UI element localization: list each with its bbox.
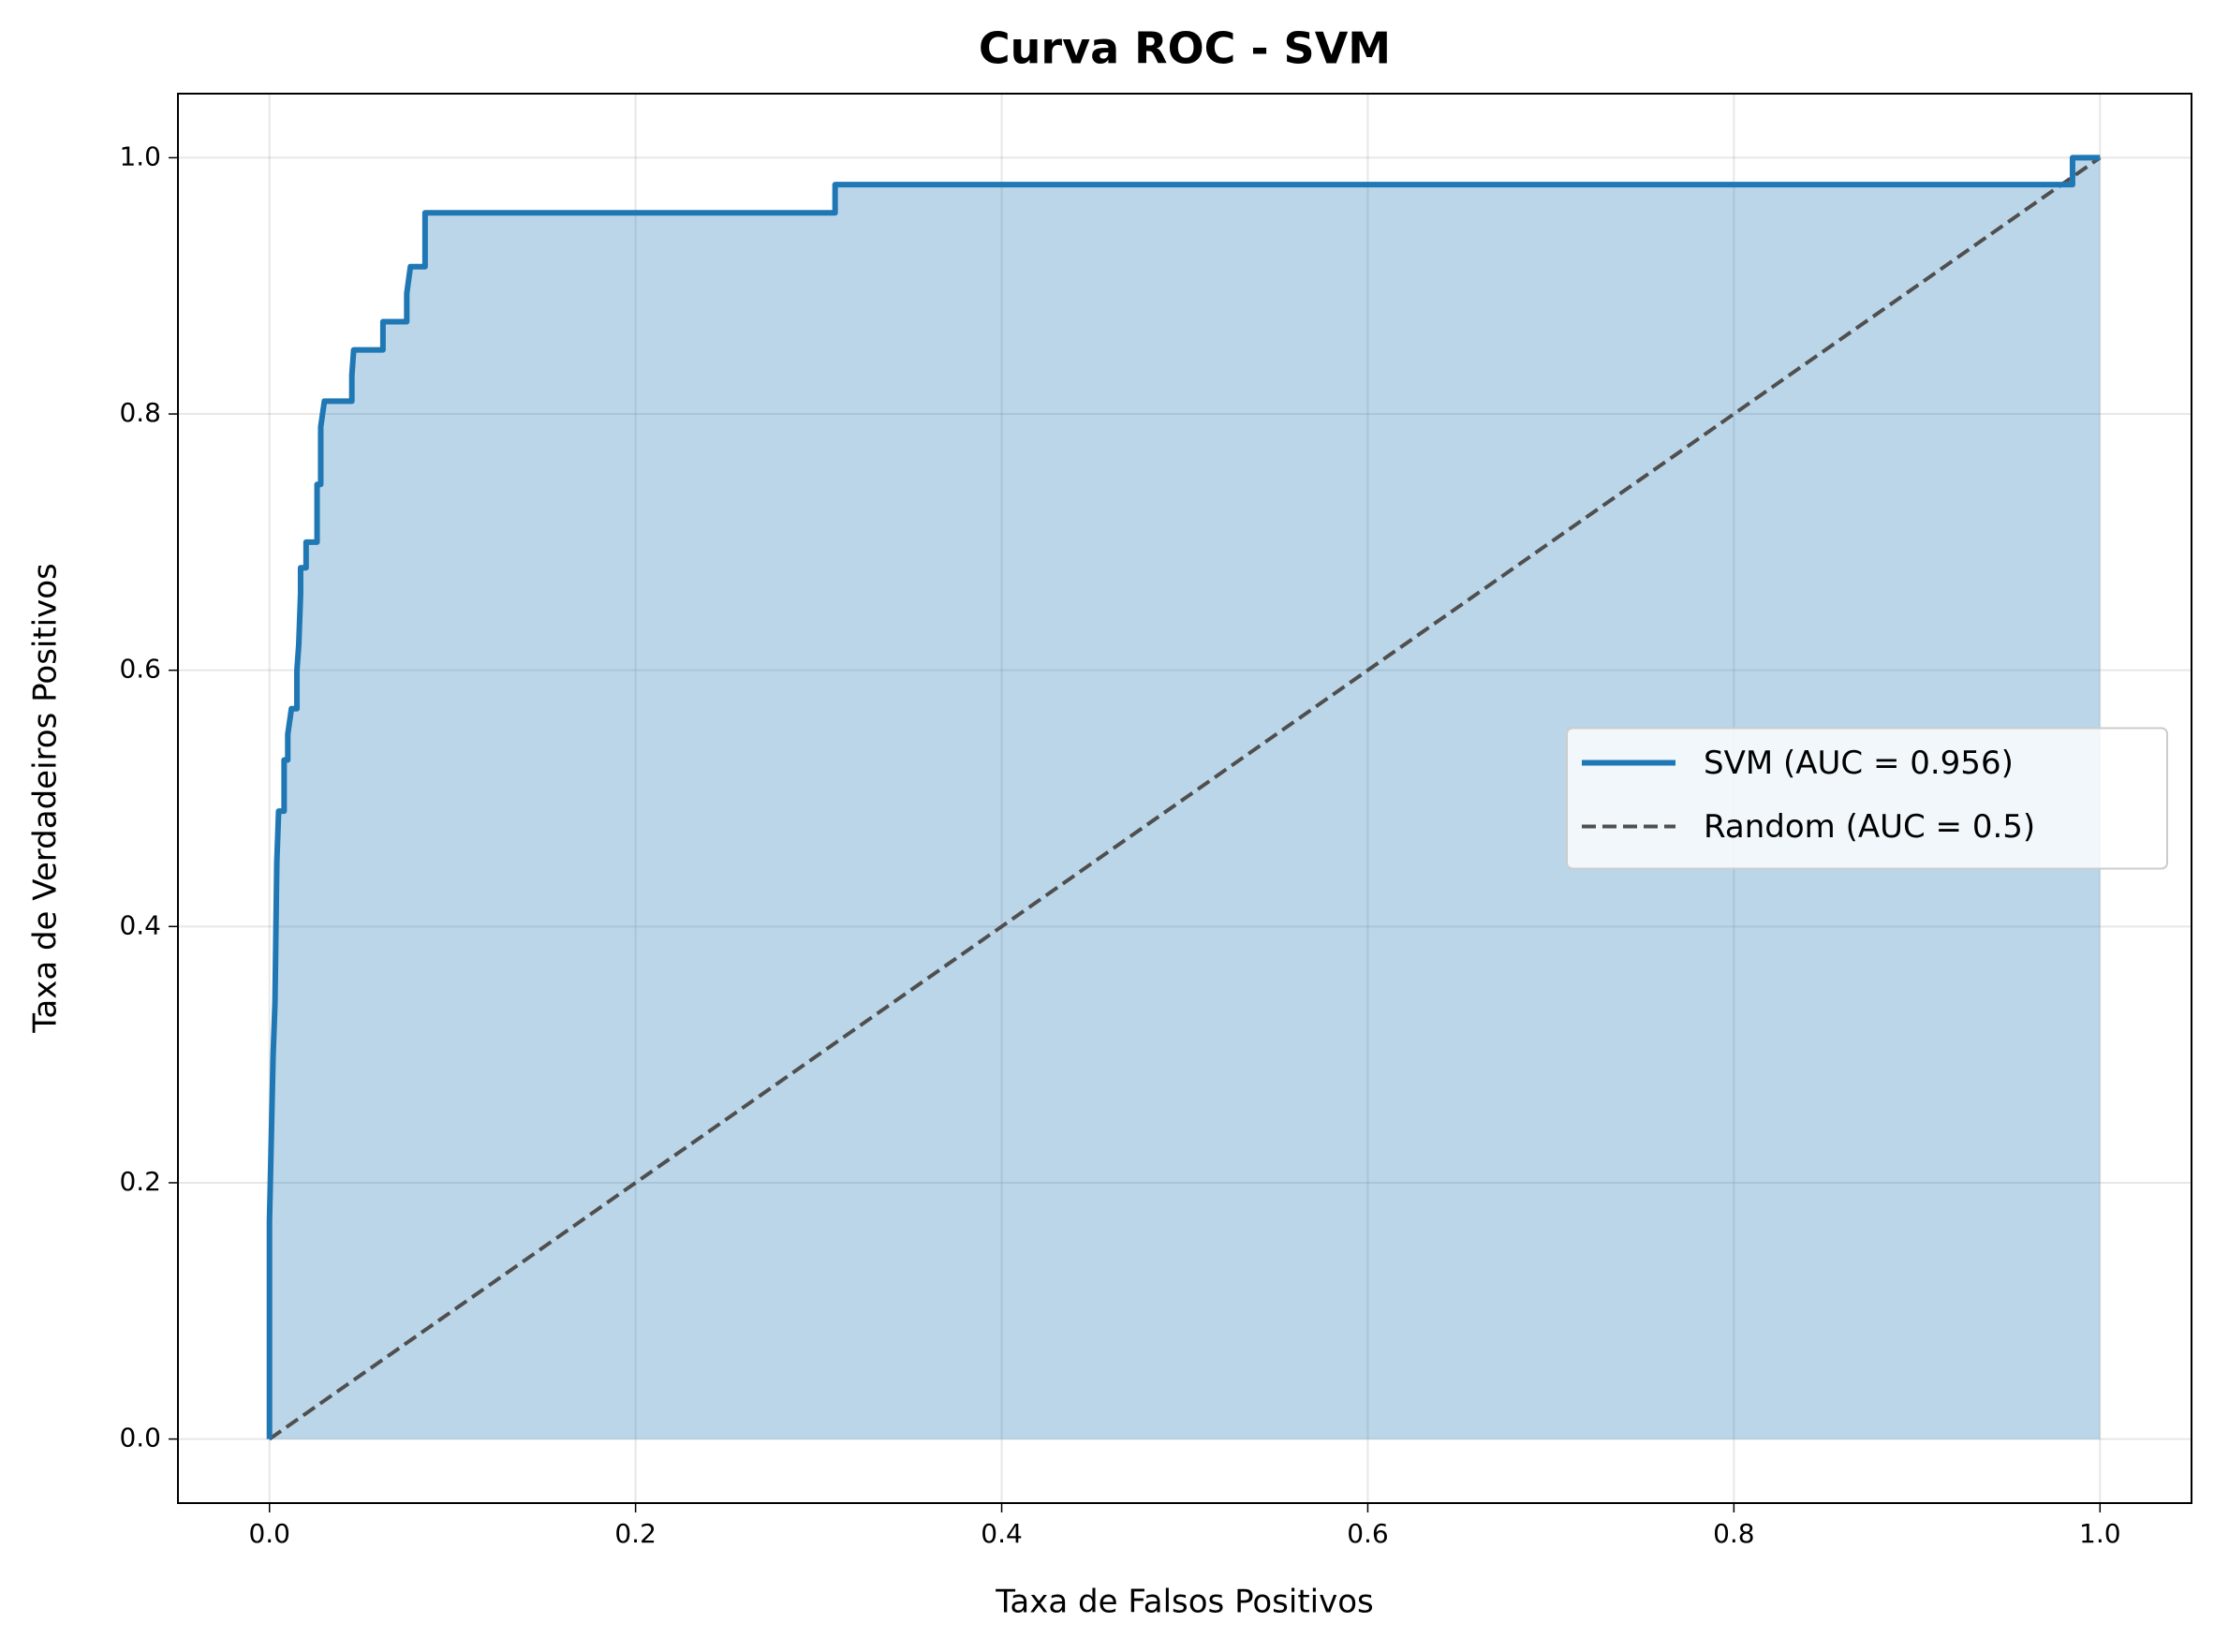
x-tick-label: 0.0 xyxy=(248,1518,290,1549)
legend-box xyxy=(1566,727,2168,870)
y-tick-label: 1.0 xyxy=(119,140,161,171)
legend-label: Random (AUC = 0.5) xyxy=(1704,808,2035,846)
chart-title: Curva ROC - SVM xyxy=(979,23,1391,74)
random-line xyxy=(268,155,2102,1441)
y-tick-label: 0.4 xyxy=(119,909,161,940)
x-tick-label: 0.2 xyxy=(614,1518,657,1549)
legend: SVM (AUC = 0.956) Random (AUC = 0.5) xyxy=(1566,727,2168,870)
y-tick-label: 0.0 xyxy=(119,1423,161,1453)
y-tick-label: 0.2 xyxy=(119,1166,161,1197)
x-tick-label: 0.8 xyxy=(1713,1518,1755,1549)
y-axis-label: Taxa de Verdadeiros Positivos xyxy=(27,563,65,1034)
x-tick-label: 1.0 xyxy=(2079,1518,2121,1549)
x-tick-label: 0.4 xyxy=(981,1518,1023,1549)
x-tick-label: 0.6 xyxy=(1347,1518,1389,1549)
y-tick-label: 0.6 xyxy=(119,654,161,685)
axes-frame xyxy=(177,93,2192,1504)
y-tick-label: 0.8 xyxy=(119,397,161,428)
legend-label: SVM (AUC = 0.956) xyxy=(1704,745,2014,782)
x-axis-label: Taxa de Falsos Positivos xyxy=(995,1584,1373,1621)
roc-line xyxy=(266,155,2101,1439)
